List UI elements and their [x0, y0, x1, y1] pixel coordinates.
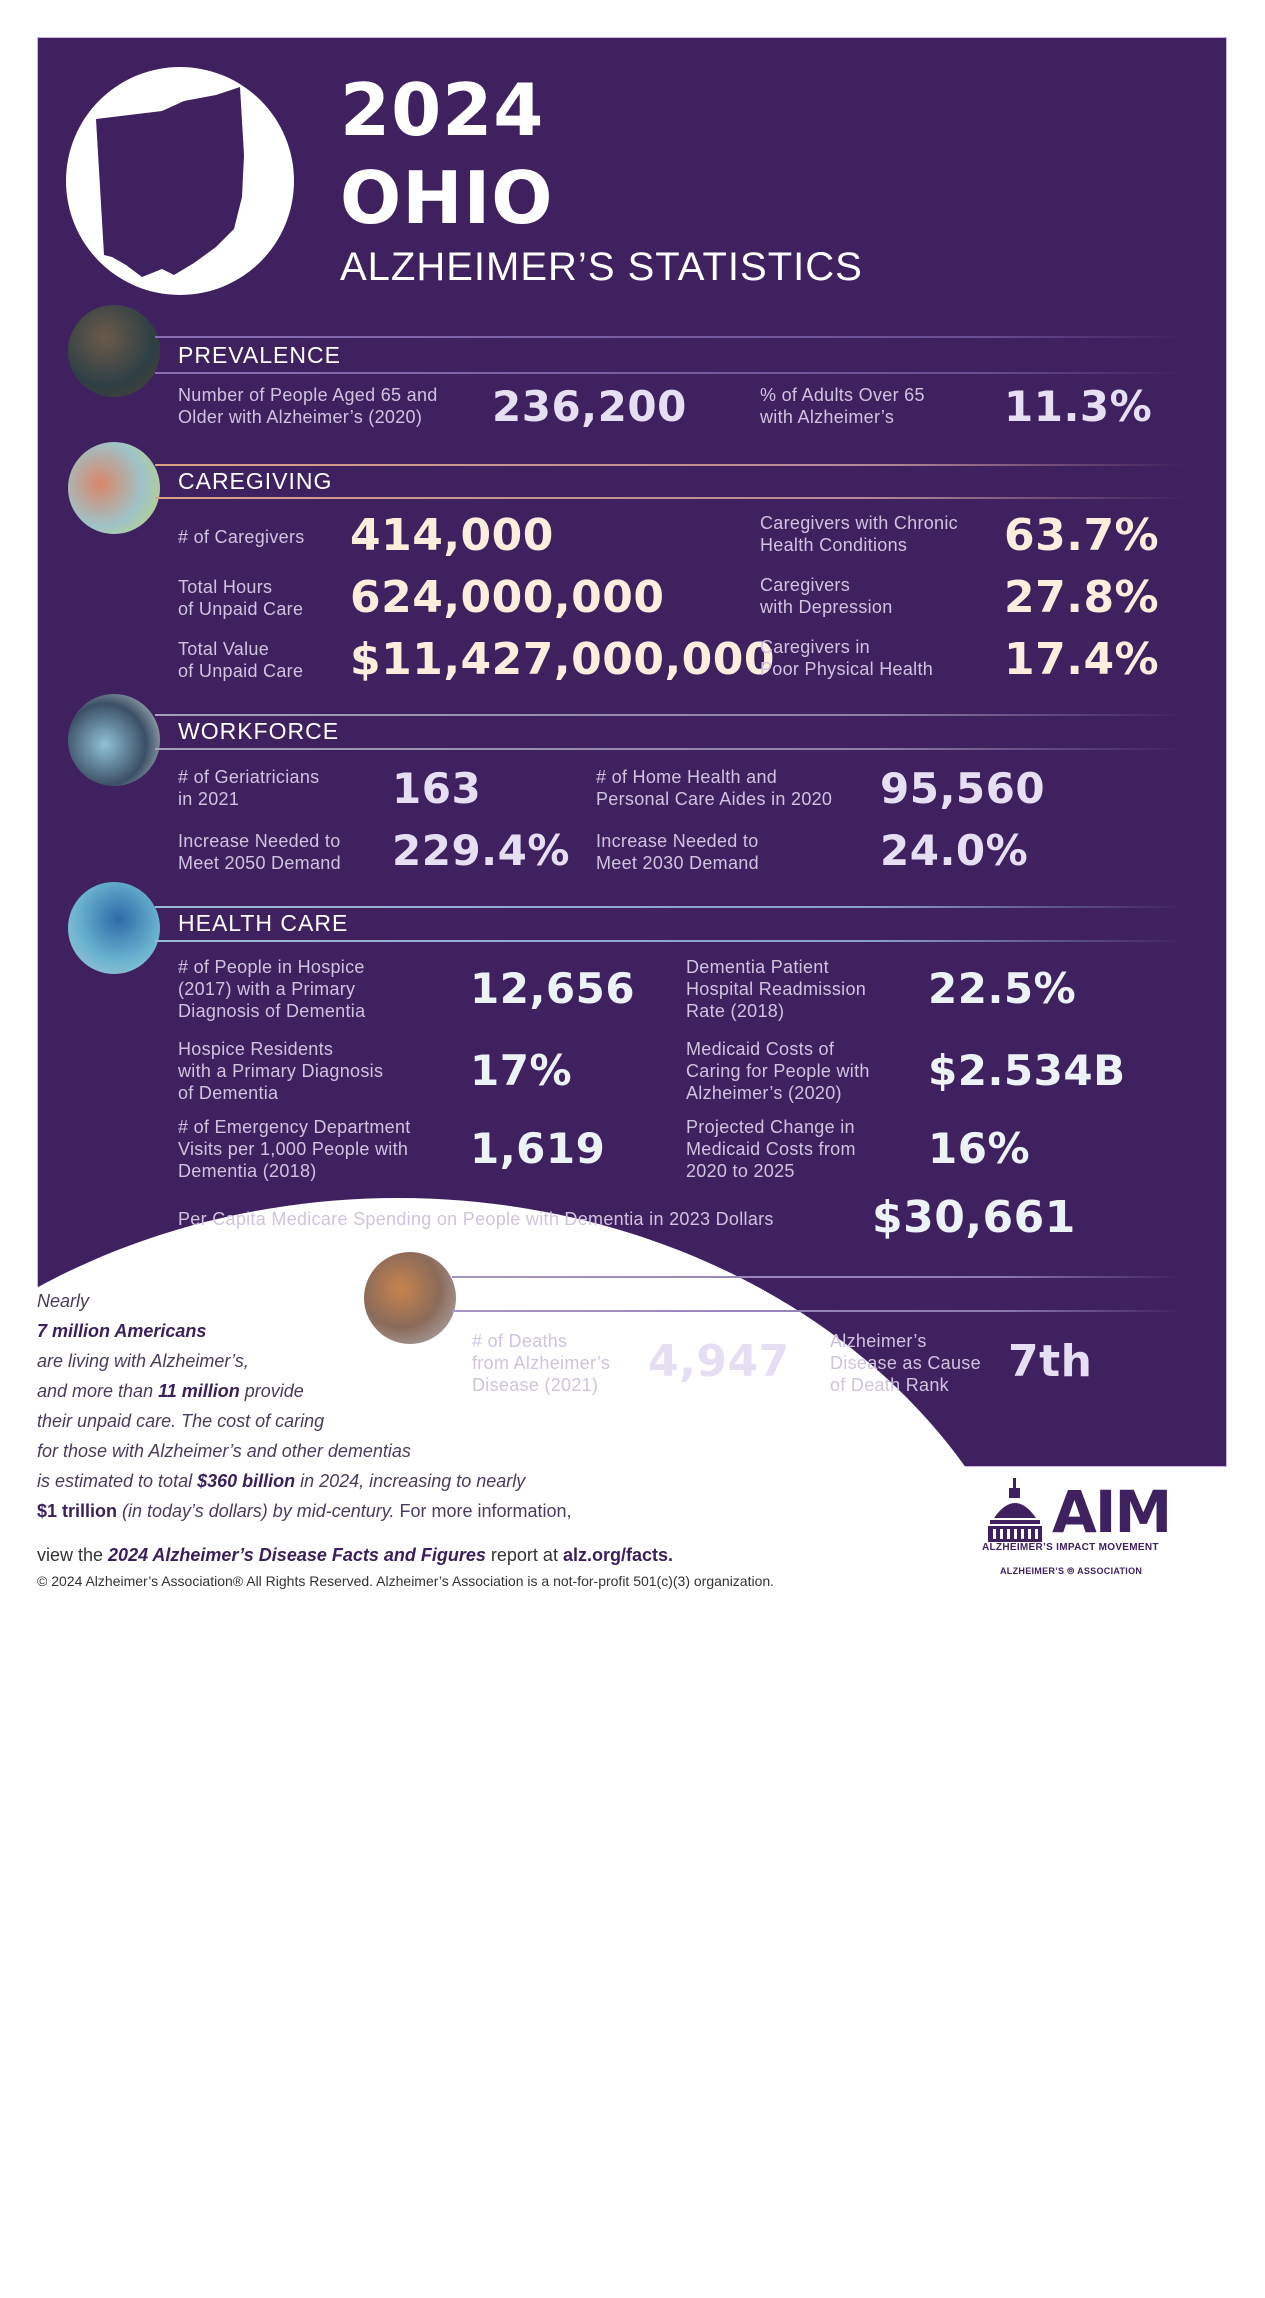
aim-logo-text: AIM: [1052, 1478, 1172, 1546]
stat-value-people-65-plus: 236,200: [492, 382, 687, 431]
stat-value-aides-increase: 24.0%: [880, 826, 1029, 875]
title-state: OHIO: [340, 156, 554, 240]
facts-report-cta: view the 2024 Alzheimer’s Disease Facts …: [37, 1545, 673, 1565]
prevalence-bottom-rule: [155, 372, 1185, 374]
stat-value-geriatricians: 163: [392, 764, 482, 813]
ohio-state-icon: [96, 87, 244, 277]
stat-value-depression: 27.8%: [1004, 572, 1160, 623]
aim-logo-subtitle: ALZHEIMER’S IMPACT MOVEMENT: [982, 1542, 1159, 1553]
section-title-health-care: HEALTH CARE: [178, 910, 349, 936]
mortality-top-rule: [452, 1276, 1182, 1278]
stat-value-caregivers: 414,000: [350, 510, 554, 561]
workforce-photo: [68, 694, 160, 786]
section-title-workforce: WORKFORCE: [178, 718, 340, 744]
stat-label: Hospice Residents with a Primary Diagnosi…: [178, 1039, 384, 1103]
section-title-caregiving: CAREGIVING: [178, 468, 333, 494]
stat-label: Number of People Aged 65 and Older with A…: [178, 385, 438, 427]
stat-value-medicare-per-capita: $30,661: [872, 1192, 1076, 1243]
stat-label: Increase Needed to Meet 2050 Demand: [178, 831, 341, 873]
health-care-photo: [68, 882, 160, 974]
stat-label: % of Adults Over 65 with Alzheimer’s: [760, 385, 925, 427]
workforce-top-rule: [155, 714, 1185, 716]
stat-value-hospice-people: 12,656: [470, 964, 636, 1013]
stat-value-er-visits: 1,619: [470, 1124, 606, 1173]
stat-value-hospice-residents: 17%: [470, 1046, 573, 1095]
stat-value-home-health-aides: 95,560: [880, 764, 1046, 813]
ohio-map-badge: [66, 67, 294, 295]
stat-label: Dementia Patient Hospital Readmission Rate…: [686, 957, 867, 1021]
stat-value-chronic-conditions: 63.7%: [1004, 510, 1160, 561]
health-care-bottom-rule: [155, 940, 1185, 942]
stat-label: Caregivers with Depression: [760, 575, 893, 617]
stat-label: Alzheimer’s Disease as Cause of Death Rank: [830, 1331, 981, 1395]
stat-label: # of Caregivers: [178, 527, 305, 547]
stat-value-death-rank: 7th: [1008, 1336, 1093, 1387]
workforce-bottom-rule: [155, 748, 1185, 750]
stat-value-adults-over-65-pct: 11.3%: [1004, 382, 1153, 431]
title-year: 2024: [340, 68, 545, 152]
stat-value-unpaid-value: $11,427,000,000: [350, 634, 776, 685]
caregiving-bottom-rule: [155, 497, 1185, 499]
mortality-photo: [364, 1252, 456, 1344]
health-care-top-rule: [155, 906, 1185, 908]
stat-label: Medicaid Costs of Caring for People with A…: [686, 1039, 870, 1103]
stat-label: Projected Change in Medicaid Costs from 20…: [686, 1117, 856, 1181]
section-title-prevalence: PREVALENCE: [178, 342, 341, 368]
stat-label: # of Deaths from Alzheimer’s Disease (2021…: [472, 1331, 611, 1395]
stat-value-geriatrician-increase: 229.4%: [392, 826, 570, 875]
stat-label: # of Home Health and Personal Care Aides …: [596, 767, 833, 809]
stat-label: Increase Needed to Meet 2030 Demand: [596, 831, 759, 873]
stat-value-unpaid-hours: 624,000,000: [350, 572, 665, 623]
title-subtitle: ALZHEIMER’S STATISTICS: [340, 245, 863, 289]
aim-logo: [980, 1470, 1185, 1580]
stat-label-medicare: Per Capita Medicare Spending on People w…: [178, 1209, 774, 1229]
caregiving-top-rule: [155, 464, 1185, 466]
mortality-bottom-rule: [452, 1310, 1182, 1312]
alz-facts-link[interactable]: alz.org/facts.: [562, 1545, 673, 1565]
stat-label: Caregivers with Chronic Health Conditions: [760, 513, 958, 555]
stat-label: # of Geriatricians in 2021: [178, 767, 320, 809]
stat-value-medicaid-change: 16%: [928, 1124, 1031, 1173]
stat-value-deaths: 4,947: [648, 1336, 790, 1387]
stat-value-poor-health: 17.4%: [1004, 634, 1160, 685]
capitol-dome-icon: [988, 1478, 1042, 1542]
summary-text: Nearly 7 million Americans are living wi…: [37, 1291, 572, 1521]
stat-label: Total Value of Unpaid Care: [178, 639, 304, 681]
section-title-mortality: MORTALITY: [472, 1280, 611, 1306]
stat-label: # of Emergency Department Visits per 1,00…: [178, 1117, 411, 1181]
prevalence-photo: [68, 305, 160, 397]
caregiving-photo: [68, 442, 160, 534]
stat-value-medicaid-costs: $2.534B: [928, 1046, 1126, 1095]
stat-value-readmission-rate: 22.5%: [928, 964, 1077, 1013]
stat-label: # of People in Hospice (2017) with a Prim…: [178, 957, 366, 1021]
stat-label: Caregivers in Poor Physical Health: [760, 637, 934, 679]
copyright: © 2024 Alzheimer’s Association® All Righ…: [37, 1573, 775, 1589]
prevalence-top-rule: [155, 336, 1185, 338]
alz-association-wordmark: ALZHEIMER’S ⦾ ASSOCIATION: [1000, 1566, 1143, 1576]
stat-label: Total Hours of Unpaid Care: [178, 577, 304, 619]
